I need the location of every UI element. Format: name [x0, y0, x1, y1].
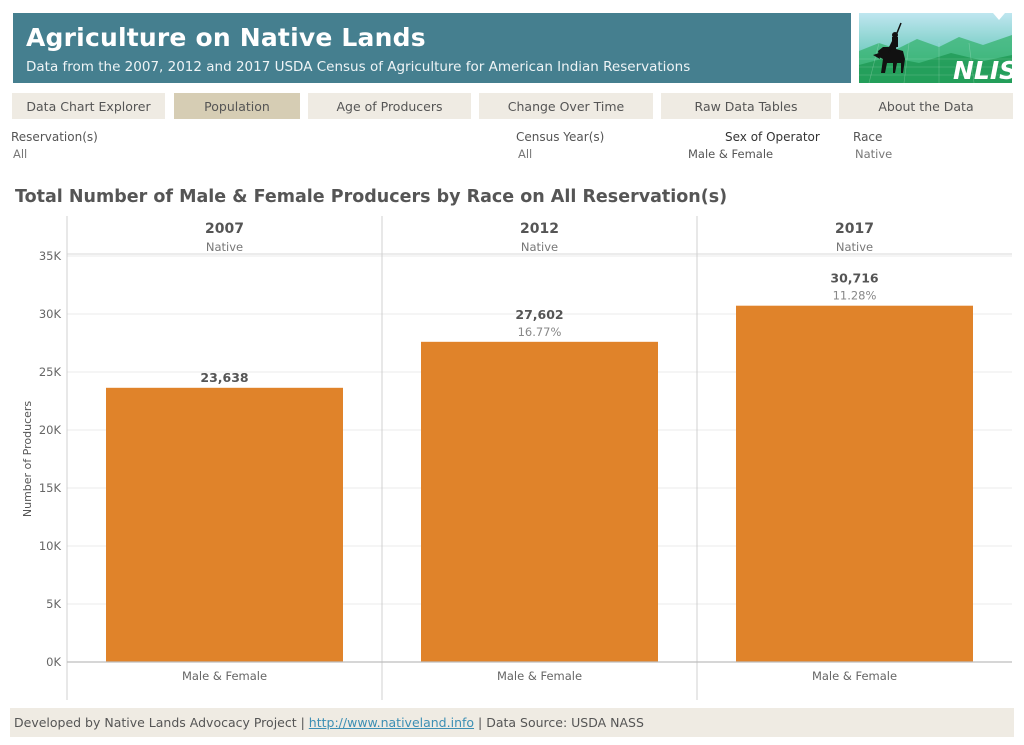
y-axis-label: Number of Producers	[21, 401, 34, 518]
header-banner: Agriculture on Native Lands Data from th…	[13, 13, 851, 83]
bar-value-label: 27,602	[515, 307, 563, 322]
x-category-label: Male & Female	[812, 669, 897, 683]
bar-change-label: 11.28%	[833, 289, 877, 303]
panel-race-header: Native	[836, 240, 873, 254]
footer-link[interactable]: http://www.nativeland.info	[308, 715, 475, 730]
sex-filter-value[interactable]: Male & Female	[688, 147, 774, 161]
footer: Developed by Native Lands Advocacy Proje…	[10, 708, 1014, 737]
nlis-logo[interactable]: NLIS	[859, 13, 1012, 83]
bar-value-label: 23,638	[200, 370, 248, 385]
y-tick-label: 20K	[39, 423, 62, 437]
tab-raw-data-tables[interactable]: Raw Data Tables	[661, 93, 831, 119]
x-category-label: Male & Female	[182, 669, 267, 683]
bar-2017	[736, 305, 973, 662]
y-tick-label: 25K	[39, 365, 62, 379]
y-tick-label: 30K	[39, 307, 62, 321]
logo-text: NLIS	[953, 56, 1012, 83]
chart-title: Total Number of Male & Female Producers …	[15, 187, 728, 207]
tab-data-chart-explorer[interactable]: Data Chart Explorer	[12, 93, 165, 119]
reservation-filter-label: Reservation(s)	[11, 130, 98, 144]
sex-filter-label: Sex of Operator	[725, 130, 820, 144]
y-tick-label: 10K	[39, 539, 62, 553]
panel-year-header: 2012	[520, 221, 559, 237]
y-tick-label: 0K	[46, 655, 61, 669]
tab-about-the-data[interactable]: About the Data	[839, 93, 1013, 119]
tab-population[interactable]: Population	[174, 93, 300, 119]
footer-source: | Data Source: USDA NASS	[474, 715, 644, 730]
app-title: Agriculture on Native Lands	[26, 23, 426, 52]
race-filter-label: Race	[853, 130, 883, 144]
x-category-label: Male & Female	[497, 669, 582, 683]
footer-credit: Developed by Native Lands Advocacy Proje…	[14, 715, 309, 730]
tab-change-over-time[interactable]: Change Over Time	[479, 93, 653, 119]
y-tick-label: 15K	[39, 481, 62, 495]
bar-2007	[106, 387, 343, 662]
census-year-filter-value[interactable]: All	[518, 147, 533, 161]
census-year-filter-label: Census Year(s)	[516, 130, 605, 144]
bar-change-label: 16.77%	[518, 325, 562, 339]
panel-year-header: 2017	[835, 221, 874, 237]
race-filter-value[interactable]: Native	[855, 147, 893, 161]
panel-race-header: Native	[206, 240, 243, 254]
producers-bar-chart: 0K 5K 10K 15K 20K 25K 30K 35K Number of Producer…	[0, 210, 1024, 706]
bar-value-label: 30,716	[830, 271, 879, 286]
panel-race-header: Native	[521, 240, 558, 254]
y-tick-label: 5K	[46, 597, 61, 611]
bar-2012	[421, 341, 658, 662]
app-subtitle: Data from the 2007, 2012 and 2017 USDA C…	[26, 59, 691, 75]
reservation-filter-value[interactable]: All	[13, 147, 28, 161]
tab-bar: Data Chart Explorer Population Age of Pr…	[0, 93, 1024, 119]
y-tick-label: 35K	[39, 249, 62, 263]
tab-age-of-producers[interactable]: Age of Producers	[308, 93, 471, 119]
horse-rider-icon	[873, 22, 905, 73]
panel-year-header: 2007	[205, 221, 244, 237]
